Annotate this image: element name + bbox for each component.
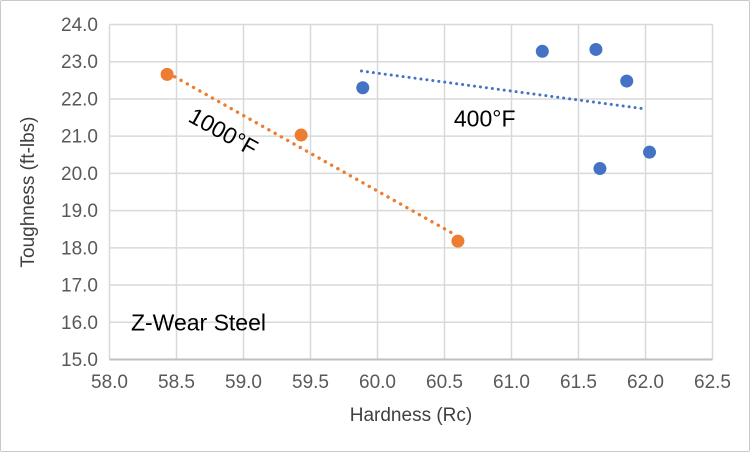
data-point-400f <box>593 162 607 176</box>
x-tick-label: 58.0 <box>91 372 128 393</box>
x-tick-label: 59.0 <box>225 372 262 393</box>
data-point-400f <box>620 74 634 88</box>
annotation-label: 1000°F <box>185 102 263 161</box>
x-tick-label: 62.0 <box>627 372 664 393</box>
data-point-400f <box>535 44 549 58</box>
data-point-400f <box>589 42 603 56</box>
x-tick-label: 61.0 <box>493 372 530 393</box>
x-tick-label: 59.5 <box>292 372 329 393</box>
y-tick-label: 24.0 <box>61 15 98 36</box>
data-point-1000f <box>451 234 465 248</box>
y-tick-label: 23.0 <box>61 52 98 73</box>
annotations-layer: 1000°F 400°F Z-Wear Steel <box>131 102 516 335</box>
x-axis-title: Hardness (Rc) <box>350 405 472 426</box>
data-point-400f <box>356 81 370 95</box>
tick-labels-layer: 58.0 58.5 59.0 59.5 60.0 60.5 61.0 61.5 62.0 62.5… <box>61 15 731 393</box>
annotation-label: 400°F <box>454 106 516 132</box>
y-axis-title: Toughness (ft-lbs) <box>18 116 39 267</box>
data-point-400f <box>643 145 657 159</box>
x-tick-label: 60.5 <box>426 372 463 393</box>
y-tick-label: 16.0 <box>61 313 98 334</box>
trendline-1000f <box>166 71 456 236</box>
x-tick-label: 62.5 <box>694 372 731 393</box>
trendline-400f <box>359 69 645 111</box>
y-tick-label: 18.0 <box>61 238 98 259</box>
series-layer <box>160 42 657 248</box>
data-point-1000f <box>294 128 308 142</box>
y-tick-label: 22.0 <box>61 89 98 110</box>
data-point-1000f <box>160 67 174 81</box>
x-tick-label: 61.5 <box>560 372 597 393</box>
x-tick-label: 60.0 <box>359 372 396 393</box>
x-tick-label: 58.5 <box>158 372 195 393</box>
annotation-label: Z-Wear Steel <box>131 309 266 335</box>
y-tick-label: 20.0 <box>61 164 98 185</box>
y-tick-label: 17.0 <box>61 276 98 297</box>
gridlines-layer <box>108 23 714 361</box>
y-tick-label: 19.0 <box>61 201 98 222</box>
y-tick-label: 15.0 <box>61 350 98 371</box>
y-tick-label: 21.0 <box>61 127 98 148</box>
